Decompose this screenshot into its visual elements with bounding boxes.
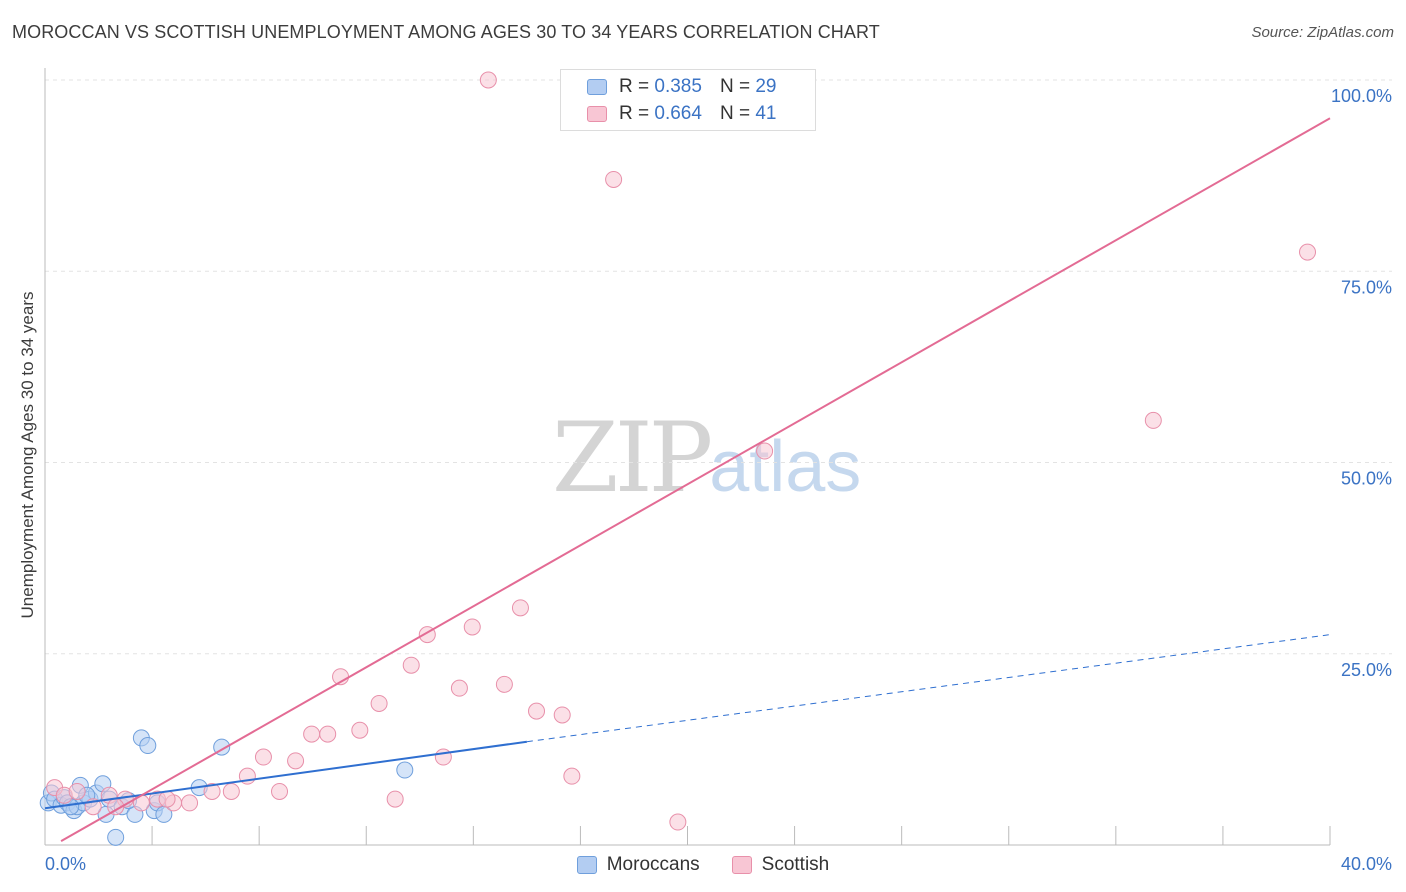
scottish-point <box>463 618 481 636</box>
scottish-point <box>222 782 240 800</box>
scottish-r-value: 0.664 <box>654 103 702 124</box>
moroccans-r-label: R = <box>619 76 650 97</box>
scottish-point <box>203 782 221 800</box>
scottish-point <box>181 794 199 812</box>
moroccan-point <box>139 737 157 755</box>
scottish-point <box>303 725 321 743</box>
scottish-point <box>495 675 513 693</box>
scottish-point <box>370 694 388 712</box>
scottish-point <box>528 702 546 720</box>
scottish-n-label: N = <box>719 103 751 124</box>
correlation-legend: R = 0.385 N = 29 R = 0.664 N = 41 <box>560 69 816 131</box>
moroccans-swatch <box>587 79 607 95</box>
scottish-swatch <box>587 106 607 122</box>
scottish-point <box>669 813 687 831</box>
scottish-r-label: R = <box>619 103 650 124</box>
scottish-point <box>1299 243 1317 261</box>
scottish-point <box>319 725 337 743</box>
legend-row-moroccans: R = 0.385 N = 29 <box>587 75 776 99</box>
scottish-point <box>158 790 176 808</box>
moroccan-point <box>107 828 125 846</box>
moroccans-n-label: N = <box>719 76 751 97</box>
chart-title: MOROCCAN VS SCOTTISH UNEMPLOYMENT AMONG … <box>12 22 880 42</box>
scottish-trend-line <box>60 117 1331 843</box>
scottish-point <box>386 790 404 808</box>
scottish-point <box>402 656 420 674</box>
scottish-point <box>563 767 581 785</box>
scottish-point <box>254 748 272 766</box>
scottish-n-value: 41 <box>755 103 777 124</box>
y-tick-label: 25.0% <box>1341 660 1392 680</box>
y-axis-label: Unemployment Among Ages 30 to 34 years <box>18 291 37 619</box>
legend-item-moroccans: Moroccans <box>576 852 700 878</box>
scottish-point <box>68 782 86 800</box>
scottish-point <box>756 442 774 460</box>
series-legend: Moroccans Scottish <box>0 852 1406 878</box>
moroccans-r-value: 0.385 <box>654 76 702 97</box>
scottish-legend-label: Scottish <box>761 854 830 875</box>
moroccans-n-value: 29 <box>755 76 777 97</box>
moroccans-trend-extension <box>526 634 1331 743</box>
y-tick-label: 50.0% <box>1341 469 1392 489</box>
x-tick-label-max: 40.0% <box>1341 854 1392 874</box>
scottish-point <box>511 599 529 617</box>
legend-row-scottish: R = 0.664 N = 41 <box>587 102 776 126</box>
source-label: Source: ZipAtlas.com <box>1251 24 1394 41</box>
scottish-legend-swatch <box>731 856 752 874</box>
y-tick-label: 100.0% <box>1331 86 1392 106</box>
scottish-point <box>351 721 369 739</box>
moroccans-legend-swatch <box>576 856 597 874</box>
moroccans-trend-line <box>44 740 528 810</box>
scottish-point <box>553 706 571 724</box>
scottish-point <box>434 748 452 766</box>
scottish-point <box>1144 411 1162 429</box>
moroccans-legend-label: Moroccans <box>606 854 700 875</box>
y-tick-label: 75.0% <box>1341 277 1392 297</box>
scottish-point <box>479 71 497 89</box>
scottish-point <box>287 752 305 770</box>
moroccan-point <box>396 761 414 779</box>
legend-item-scottish: Scottish <box>731 852 830 878</box>
scottish-point <box>605 170 623 188</box>
scottish-point <box>271 782 289 800</box>
scottish-point <box>450 679 468 697</box>
x-tick-label-min: 0.0% <box>45 854 86 874</box>
scottish-point <box>132 794 150 812</box>
